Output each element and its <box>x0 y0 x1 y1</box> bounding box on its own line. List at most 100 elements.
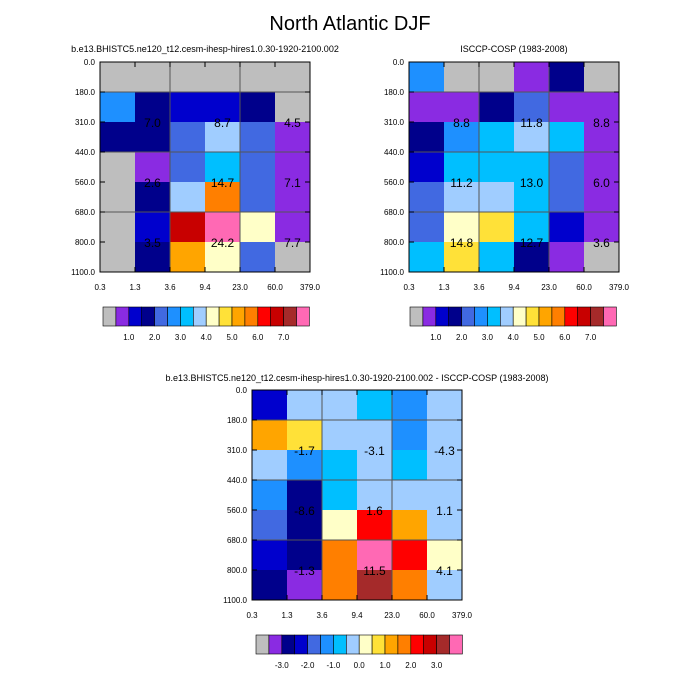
heatmap-cell <box>240 122 276 153</box>
colorbar-label: 3.0 <box>431 661 443 670</box>
heatmap-cell <box>427 480 463 511</box>
y-tick-label: 180.0 <box>384 88 405 97</box>
chart-title: b.e13.BHISTC5.ne120_t12.cesm-ihesp-hires… <box>71 44 339 54</box>
y-tick-label: 0.0 <box>236 386 248 395</box>
cell-value-label: 14.7 <box>211 176 235 190</box>
heatmap-cell <box>409 242 445 273</box>
colorbar-swatch <box>257 306 271 327</box>
heatmap-cell <box>409 182 445 213</box>
heatmap-cell <box>170 62 206 93</box>
heatmap-cell <box>514 62 550 93</box>
y-tick-label: 800.0 <box>227 566 248 575</box>
heatmap-cell <box>252 510 288 541</box>
colorbar-swatch <box>422 306 437 327</box>
heatmap-cell <box>427 540 463 571</box>
x-tick-label: 1.3 <box>281 611 293 620</box>
colorbar-swatch <box>255 634 270 655</box>
heatmap-cell <box>135 62 171 93</box>
heatmap-cell <box>322 540 358 571</box>
y-tick-label: 440.0 <box>75 148 96 157</box>
heatmap-cell <box>287 420 323 451</box>
heatmap-cell <box>444 182 480 213</box>
heatmap-cell <box>322 450 358 481</box>
heatmap-cell <box>584 122 620 153</box>
y-tick-label: 0.0 <box>393 58 405 67</box>
heatmap-cell <box>275 182 311 213</box>
colorbar-swatch <box>410 634 424 655</box>
colorbar-label: 5.0 <box>533 333 545 342</box>
y-tick-label: 560.0 <box>75 178 96 187</box>
heatmap-cell <box>479 242 515 273</box>
chart-title: ISCCP-COSP (1983-2008) <box>460 44 567 54</box>
y-tick-label: 0.0 <box>84 58 96 67</box>
heatmap-cell <box>275 122 311 153</box>
heatmap-cell <box>549 92 585 123</box>
heatmap-cell <box>240 62 276 93</box>
heatmap-cell <box>444 152 480 183</box>
heatmap-cell <box>357 570 393 601</box>
colorbar-label: 3.0 <box>175 333 187 342</box>
colorbar-swatch <box>590 306 604 327</box>
heatmap-cell <box>584 212 620 243</box>
heatmap-cell <box>205 92 241 123</box>
heatmap-cell <box>275 212 311 243</box>
x-tick-label: 3.6 <box>164 283 176 292</box>
colorbar-swatch <box>409 306 424 327</box>
cell-value-label: 3.5 <box>144 236 161 250</box>
y-tick-label: 680.0 <box>384 208 405 217</box>
x-tick-label: 60.0 <box>419 611 435 620</box>
colorbar-label: 2.0 <box>405 661 417 670</box>
colorbar-swatch <box>141 306 155 327</box>
x-tick-label: 9.4 <box>351 611 363 620</box>
colorbar-label: 1.0 <box>123 333 135 342</box>
colorbar-swatch <box>345 634 360 655</box>
colorbar-swatch <box>205 306 220 327</box>
chart-panel-1: b.e13.BHISTC5.ne120_t12.cesm-ihesp-hires… <box>71 44 339 342</box>
heatmap-cell <box>100 92 136 123</box>
colorbar-label: 4.0 <box>508 333 520 342</box>
chart-panel-2: ISCCP-COSP (1983-2008) 0.3 1.3 3.6 9.4 23.0 60… <box>380 44 629 342</box>
heatmap-cell <box>479 62 515 93</box>
y-tick-label: 1100.0 <box>380 268 404 277</box>
heatmap-cell <box>287 480 323 511</box>
colorbar-swatch <box>449 634 463 655</box>
heatmap-cell <box>549 212 585 243</box>
y-tick-label: 1100.0 <box>223 596 247 605</box>
heatmap-cell <box>357 540 393 571</box>
heatmap-cell <box>322 570 358 601</box>
heatmap-cell <box>252 390 288 421</box>
heatmap-cell <box>549 152 585 183</box>
heatmap-cell <box>170 212 206 243</box>
colorbar-label: -1.0 <box>327 661 341 670</box>
y-tick-label: 560.0 <box>227 506 248 515</box>
heatmap-cell <box>357 480 393 511</box>
colorbar-swatch <box>436 634 450 655</box>
cell-value-label: 8.7 <box>214 116 231 130</box>
colorbar-swatch <box>270 306 284 327</box>
colorbar-swatch <box>193 306 207 327</box>
cell-value-label: 4.1 <box>436 564 453 578</box>
heatmap-cell <box>275 152 311 183</box>
heatmap-cell <box>205 242 241 273</box>
colorbar-label: 6.0 <box>559 333 571 342</box>
x-tick-label: 379.0 <box>300 283 321 292</box>
heatmap-cell <box>392 480 428 511</box>
x-tick-label: 60.0 <box>267 283 283 292</box>
colorbar-swatch <box>268 634 283 655</box>
cell-value-label: -1.7 <box>294 444 315 458</box>
x-tick-label: 9.4 <box>508 283 520 292</box>
heatmap-cell <box>514 212 550 243</box>
colorbar-label: 1.0 <box>430 333 442 342</box>
heatmap-cell <box>252 480 288 511</box>
colorbar-label: 7.0 <box>585 333 597 342</box>
heatmap-cell <box>170 242 206 273</box>
heatmap-cell <box>444 62 480 93</box>
figure-title: North Atlantic DJF <box>269 13 430 35</box>
heatmap-cell <box>479 92 515 123</box>
heatmap-cell <box>479 212 515 243</box>
colorbar-label: 1.0 <box>379 661 391 670</box>
heatmap-cell <box>584 182 620 213</box>
heatmap-cell <box>514 122 550 153</box>
colorbar-label: 2.0 <box>149 333 161 342</box>
heatmap-cell <box>287 510 323 541</box>
